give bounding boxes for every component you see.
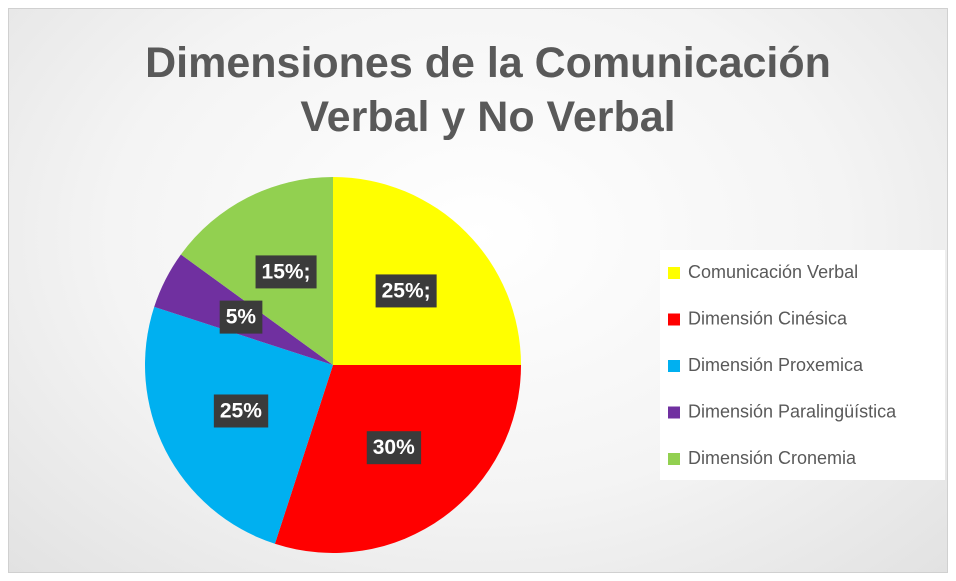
- pie-slice: [333, 177, 521, 365]
- legend-swatch: [668, 453, 680, 465]
- data-label-box: [366, 431, 422, 465]
- legend-label: Dimensión Paralingüística: [688, 401, 897, 421]
- data-label: 5%: [226, 306, 257, 329]
- legend-swatch: [668, 406, 680, 419]
- data-label-box: [255, 255, 317, 289]
- data-label: 30%: [373, 436, 415, 459]
- legend-label: Dimensión Cronemia: [688, 448, 857, 468]
- data-label-box: [219, 300, 263, 334]
- data-label: 15%;: [262, 260, 311, 283]
- data-label-box: [375, 274, 437, 308]
- legend-swatch: [668, 267, 680, 279]
- legend-box: [660, 250, 945, 480]
- legend-label: Dimensión Proxemica: [688, 355, 864, 375]
- legend-swatch: [668, 313, 680, 326]
- legend-label: Dimensión Cinésica: [688, 308, 848, 328]
- data-label-box: [213, 394, 269, 428]
- data-label: 25%: [220, 399, 262, 422]
- chart-title: Dimensiones de la Comunicación Verbal y …: [145, 39, 831, 141]
- legend-swatch: [668, 360, 680, 372]
- data-label: 25%;: [382, 279, 431, 302]
- legend-label: Comunicación Verbal: [688, 262, 858, 282]
